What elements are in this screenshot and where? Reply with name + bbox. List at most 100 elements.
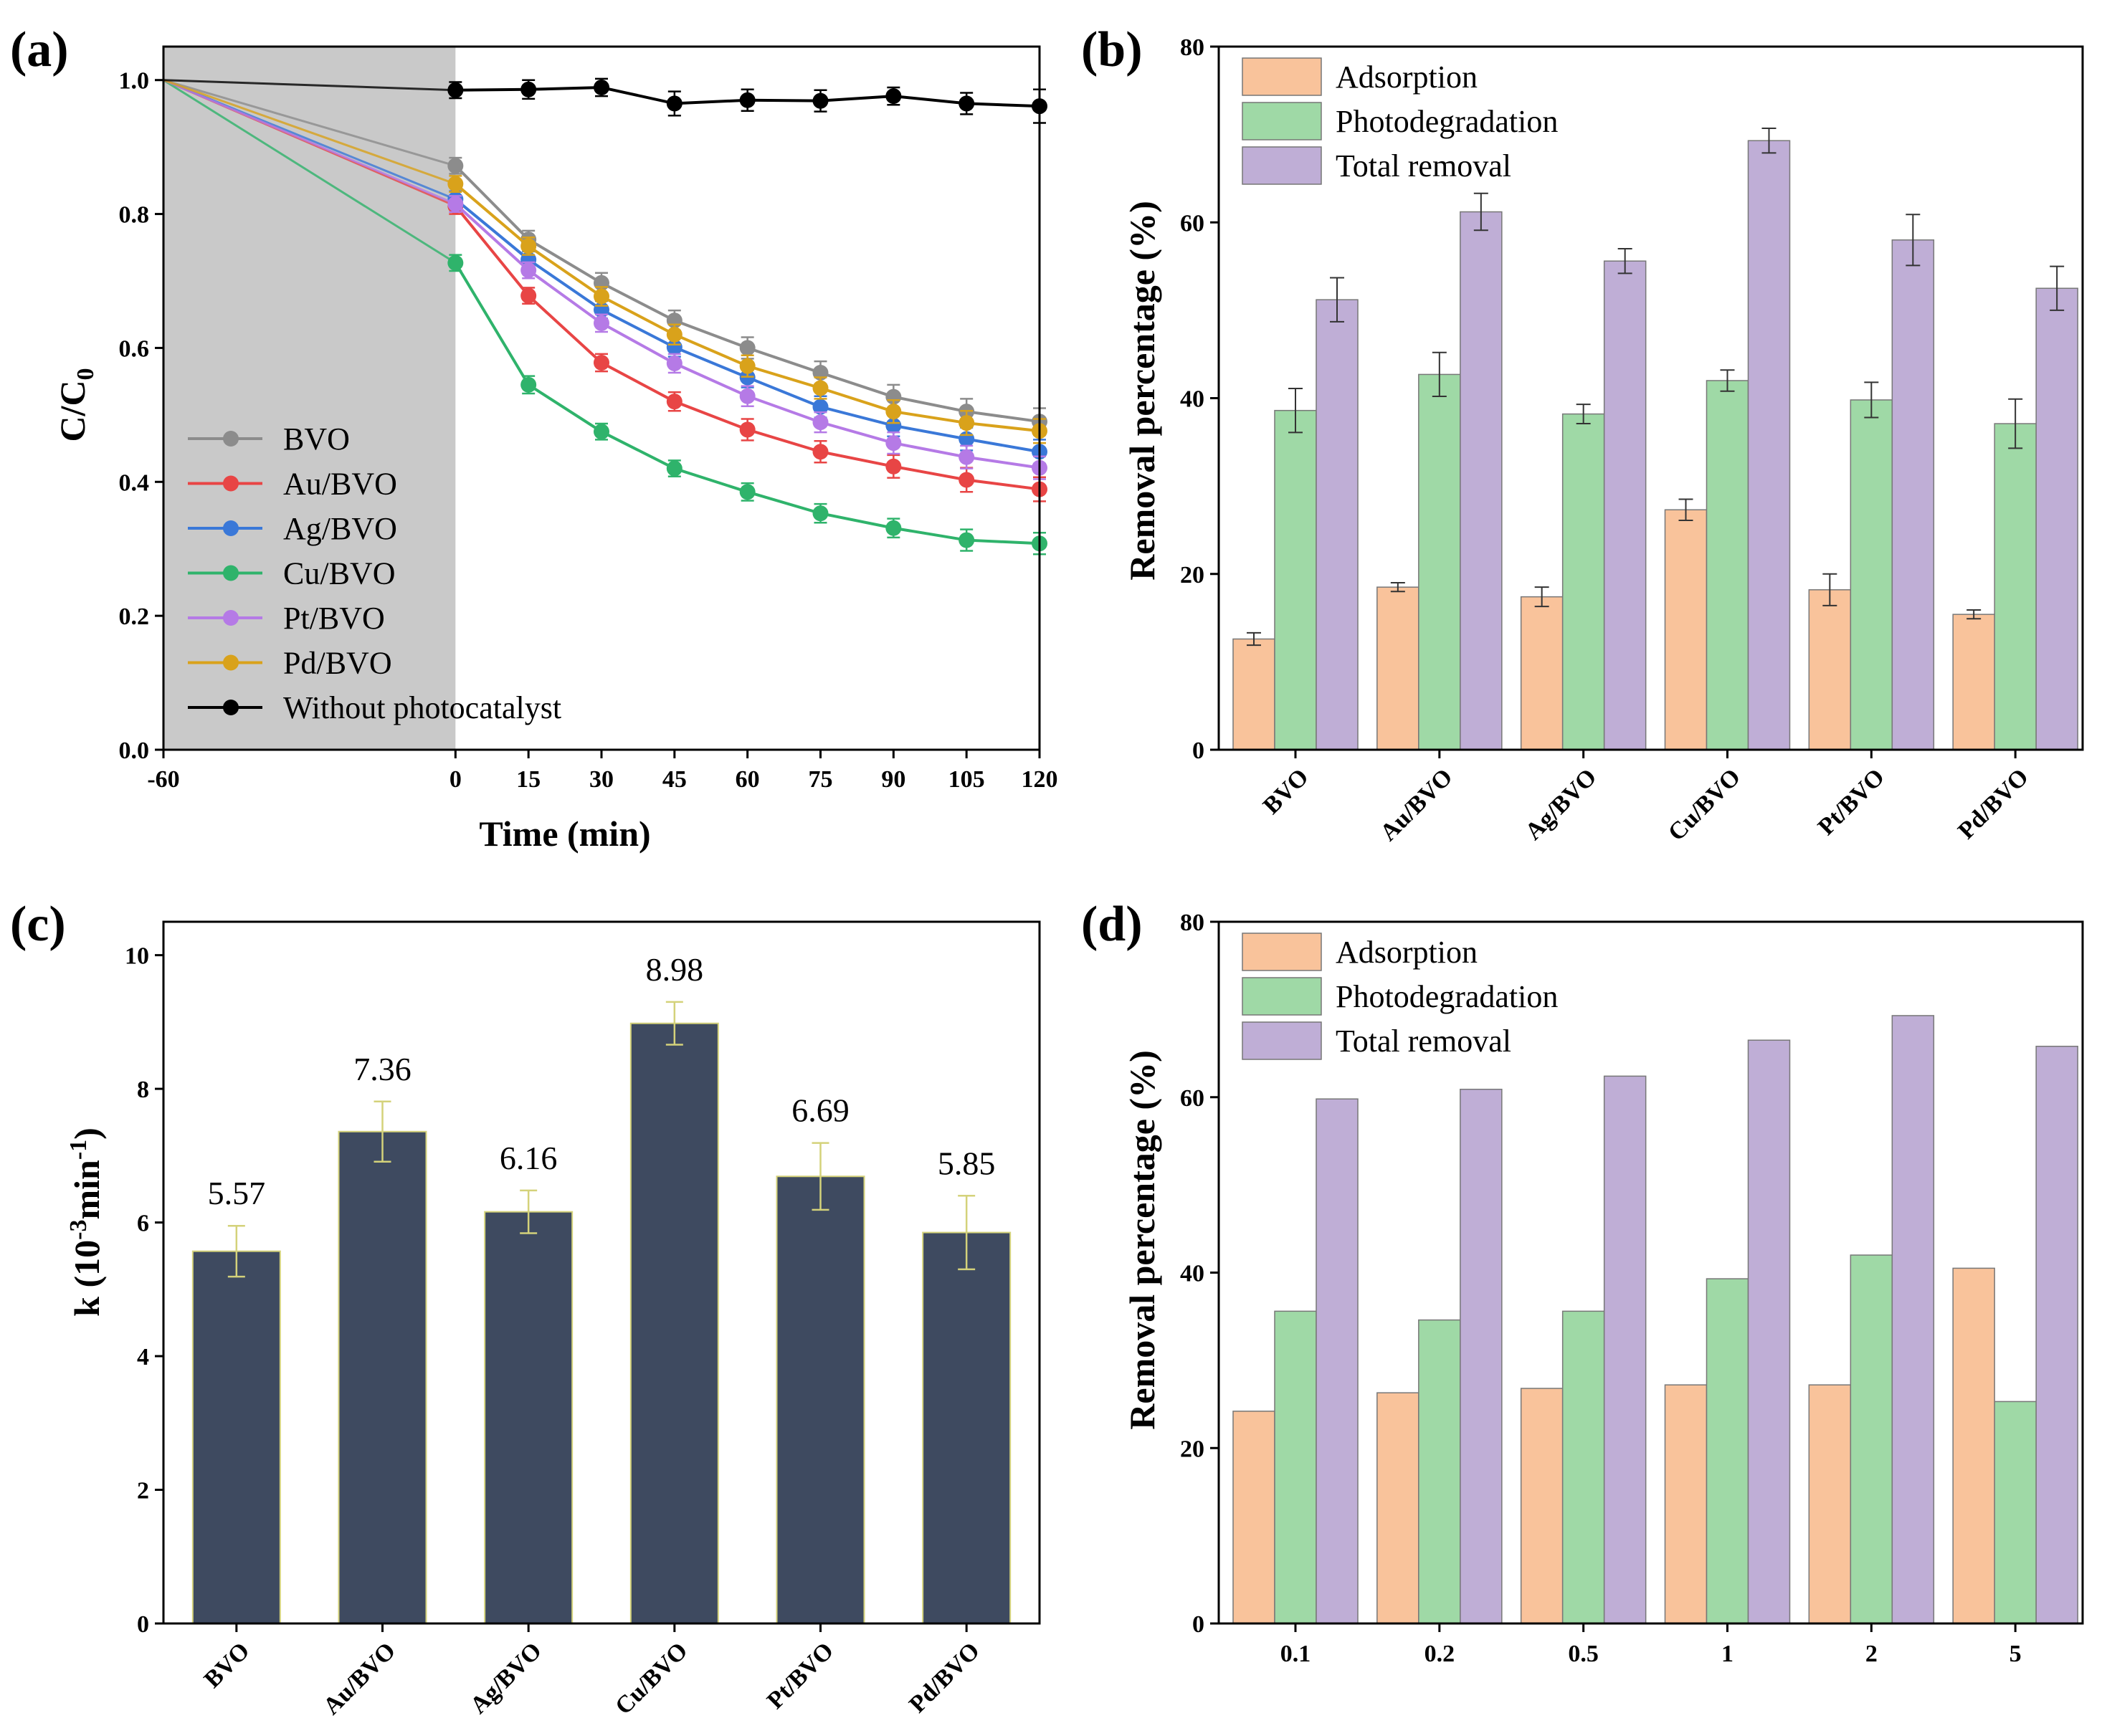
- data-label: 6.69: [791, 1092, 850, 1129]
- x-tick-label-a: 15: [516, 766, 541, 793]
- data-point: [520, 376, 537, 393]
- data-label: 7.36: [353, 1051, 412, 1087]
- bar-total-removal-0-1: [1316, 1098, 1359, 1624]
- adsorption-line-bvo: [163, 79, 456, 167]
- legend-marker: [223, 565, 239, 581]
- legend-b: Adsorption Photodegradation Total removal: [1242, 57, 1558, 185]
- legend-label: Pt/BVO: [283, 601, 385, 636]
- data-label: 6.16: [500, 1140, 558, 1176]
- data-point: [447, 82, 464, 98]
- bar-total-removal-5: [2035, 1046, 2078, 1624]
- bar-photodegradation-5: [1994, 1401, 2037, 1624]
- y-axis-label-a: C/C0: [52, 368, 99, 442]
- data-point: [447, 254, 464, 271]
- data-point: [520, 262, 537, 279]
- data-point: [812, 92, 829, 109]
- data-point: [959, 95, 975, 112]
- legend-marker: [223, 610, 239, 626]
- legend-label: Photodegradation: [1336, 979, 1558, 1014]
- legend-label: BVO: [283, 421, 350, 457]
- bar-adsorption-au-bvo: [1376, 586, 1419, 750]
- bar-adsorption-pt-bvo: [1808, 589, 1852, 750]
- data-point: [739, 92, 756, 108]
- bar-k-cu-bvo: [629, 1022, 719, 1624]
- panel-label-c: (c): [10, 897, 66, 952]
- x-tick-label-a: 75: [809, 766, 833, 793]
- legend-swatch: [1242, 977, 1322, 1016]
- x-tick-label: 5: [2010, 1641, 2022, 1667]
- bar-total-removal-1: [1747, 1039, 1791, 1624]
- y-tick-label-a: 1.0: [119, 68, 150, 95]
- bar-adsorption-0-5: [1520, 1388, 1564, 1624]
- bar-photodegradation-2: [1850, 1254, 1893, 1624]
- data-point: [739, 484, 756, 500]
- y-tick-label-c: 8: [137, 1077, 149, 1103]
- data-point: [666, 460, 682, 477]
- plot-frame-c: [162, 920, 1041, 1625]
- data-point: [739, 358, 756, 374]
- data-point: [959, 532, 975, 548]
- bar-photodegradation-0-1: [1274, 1310, 1317, 1624]
- data-point: [666, 95, 682, 112]
- legend-swatch: [1242, 146, 1322, 185]
- legend-d: Adsorption Photodegradation Total removal: [1242, 933, 1558, 1060]
- x-tick-label: 0.1: [1280, 1641, 1311, 1667]
- y-tick-label: 0: [1192, 738, 1204, 764]
- x-tick-label-c: Cu/BVO: [610, 1637, 693, 1720]
- y-tick-label: 60: [1180, 210, 1204, 237]
- data-point: [885, 417, 902, 434]
- legend-label: Cu/BVO: [283, 556, 395, 591]
- panel-b: (b) 0 20 40 60 80 BVO Au/BVO Ag/BVO Cu/BVO Pt/BVO…: [1081, 22, 2084, 846]
- panel-label-d: (d): [1081, 897, 1143, 952]
- legend-marker: [223, 475, 239, 492]
- adsorption-shaded-region: [163, 47, 456, 750]
- legend-marker: [223, 654, 239, 671]
- bar-adsorption-2: [1808, 1384, 1852, 1624]
- bar-adsorption-pd-bvo: [1952, 614, 1995, 750]
- data-point: [739, 388, 756, 404]
- bar-photodegradation-au-bvo: [1418, 373, 1461, 750]
- data-point: [594, 424, 609, 440]
- bar-photodegradation-bvo: [1274, 409, 1317, 750]
- legend-swatch: [1242, 933, 1322, 971]
- bar-adsorption-bvo: [1232, 638, 1275, 750]
- data-label: 5.85: [938, 1145, 996, 1181]
- bar-photodegradation-1: [1706, 1278, 1749, 1624]
- y-axis-label-c: k (10-3min-1): [65, 1127, 107, 1317]
- bar-total-removal-au-bvo: [1460, 211, 1503, 750]
- x-tick-label: Ag/BVO: [1520, 763, 1602, 845]
- y-tick-label: 40: [1180, 1261, 1204, 1287]
- data-point: [594, 79, 609, 95]
- y-tick-label-c: 4: [137, 1344, 149, 1370]
- adsorption-line-without-photocatalyst: [163, 79, 456, 92]
- data-label: 5.57: [208, 1175, 266, 1211]
- bar-total-removal-ag-bvo: [1603, 260, 1647, 750]
- data-point: [594, 354, 609, 371]
- bar-photodegradation-0-2: [1418, 1319, 1461, 1624]
- data-point: [666, 326, 682, 343]
- data-point: [885, 458, 902, 474]
- x-tick-label-c: Pt/BVO: [762, 1637, 839, 1714]
- bar-adsorption-cu-bvo: [1664, 509, 1708, 750]
- plot-frame-b: [1217, 45, 2084, 751]
- data-point: [739, 340, 756, 356]
- x-tick-label-a: 45: [662, 766, 687, 793]
- bar-adsorption-0-1: [1232, 1411, 1275, 1624]
- x-tick-label-a: 30: [589, 766, 614, 793]
- data-point: [447, 176, 464, 192]
- legend-label: Ag/BVO: [283, 511, 397, 546]
- legend-label: Photodegradation: [1336, 104, 1558, 139]
- y-tick-label: 80: [1180, 34, 1204, 61]
- adsorption-line-cu-bvo: [163, 79, 457, 264]
- x-tick-label-a: 0: [450, 766, 462, 793]
- series-pd-bvo: [163, 79, 1047, 444]
- bar-total-removal-cu-bvo: [1747, 140, 1791, 750]
- data-point: [520, 238, 537, 254]
- x-tick-label-a: 60: [736, 766, 760, 793]
- data-point: [812, 414, 829, 431]
- bar-k-pt-bvo: [776, 1175, 865, 1625]
- bar-total-removal-0-2: [1460, 1088, 1503, 1624]
- legend-label: Adsorption: [1336, 59, 1478, 95]
- x-tick-label-a: 105: [948, 766, 985, 793]
